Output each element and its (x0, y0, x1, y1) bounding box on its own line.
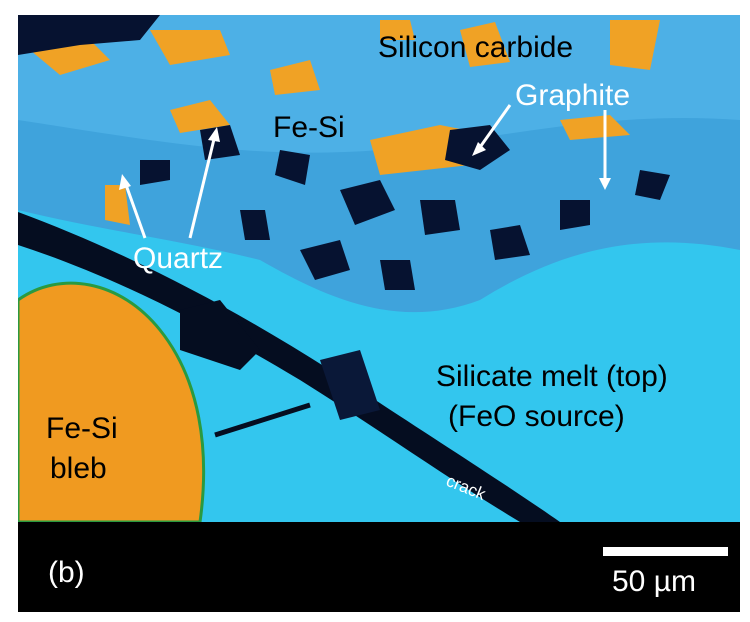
label: Fe-Si (46, 412, 118, 445)
label: Silicon carbide (378, 31, 573, 64)
label: (FeO source) (448, 400, 625, 433)
arrow-heads (119, 127, 611, 190)
label: Silicate melt (top) (436, 360, 668, 393)
info-bar (18, 522, 740, 612)
label: Quartz (133, 242, 223, 275)
label: Graphite (515, 79, 630, 112)
pointer-arrows (123, 104, 607, 239)
micrograph-image (18, 15, 740, 522)
scale-label: 50 µm (612, 565, 696, 598)
label: Fe-Si (273, 111, 345, 144)
label: bleb (50, 452, 107, 485)
scale-bar (603, 547, 728, 556)
panel-label: (b) (48, 556, 85, 589)
